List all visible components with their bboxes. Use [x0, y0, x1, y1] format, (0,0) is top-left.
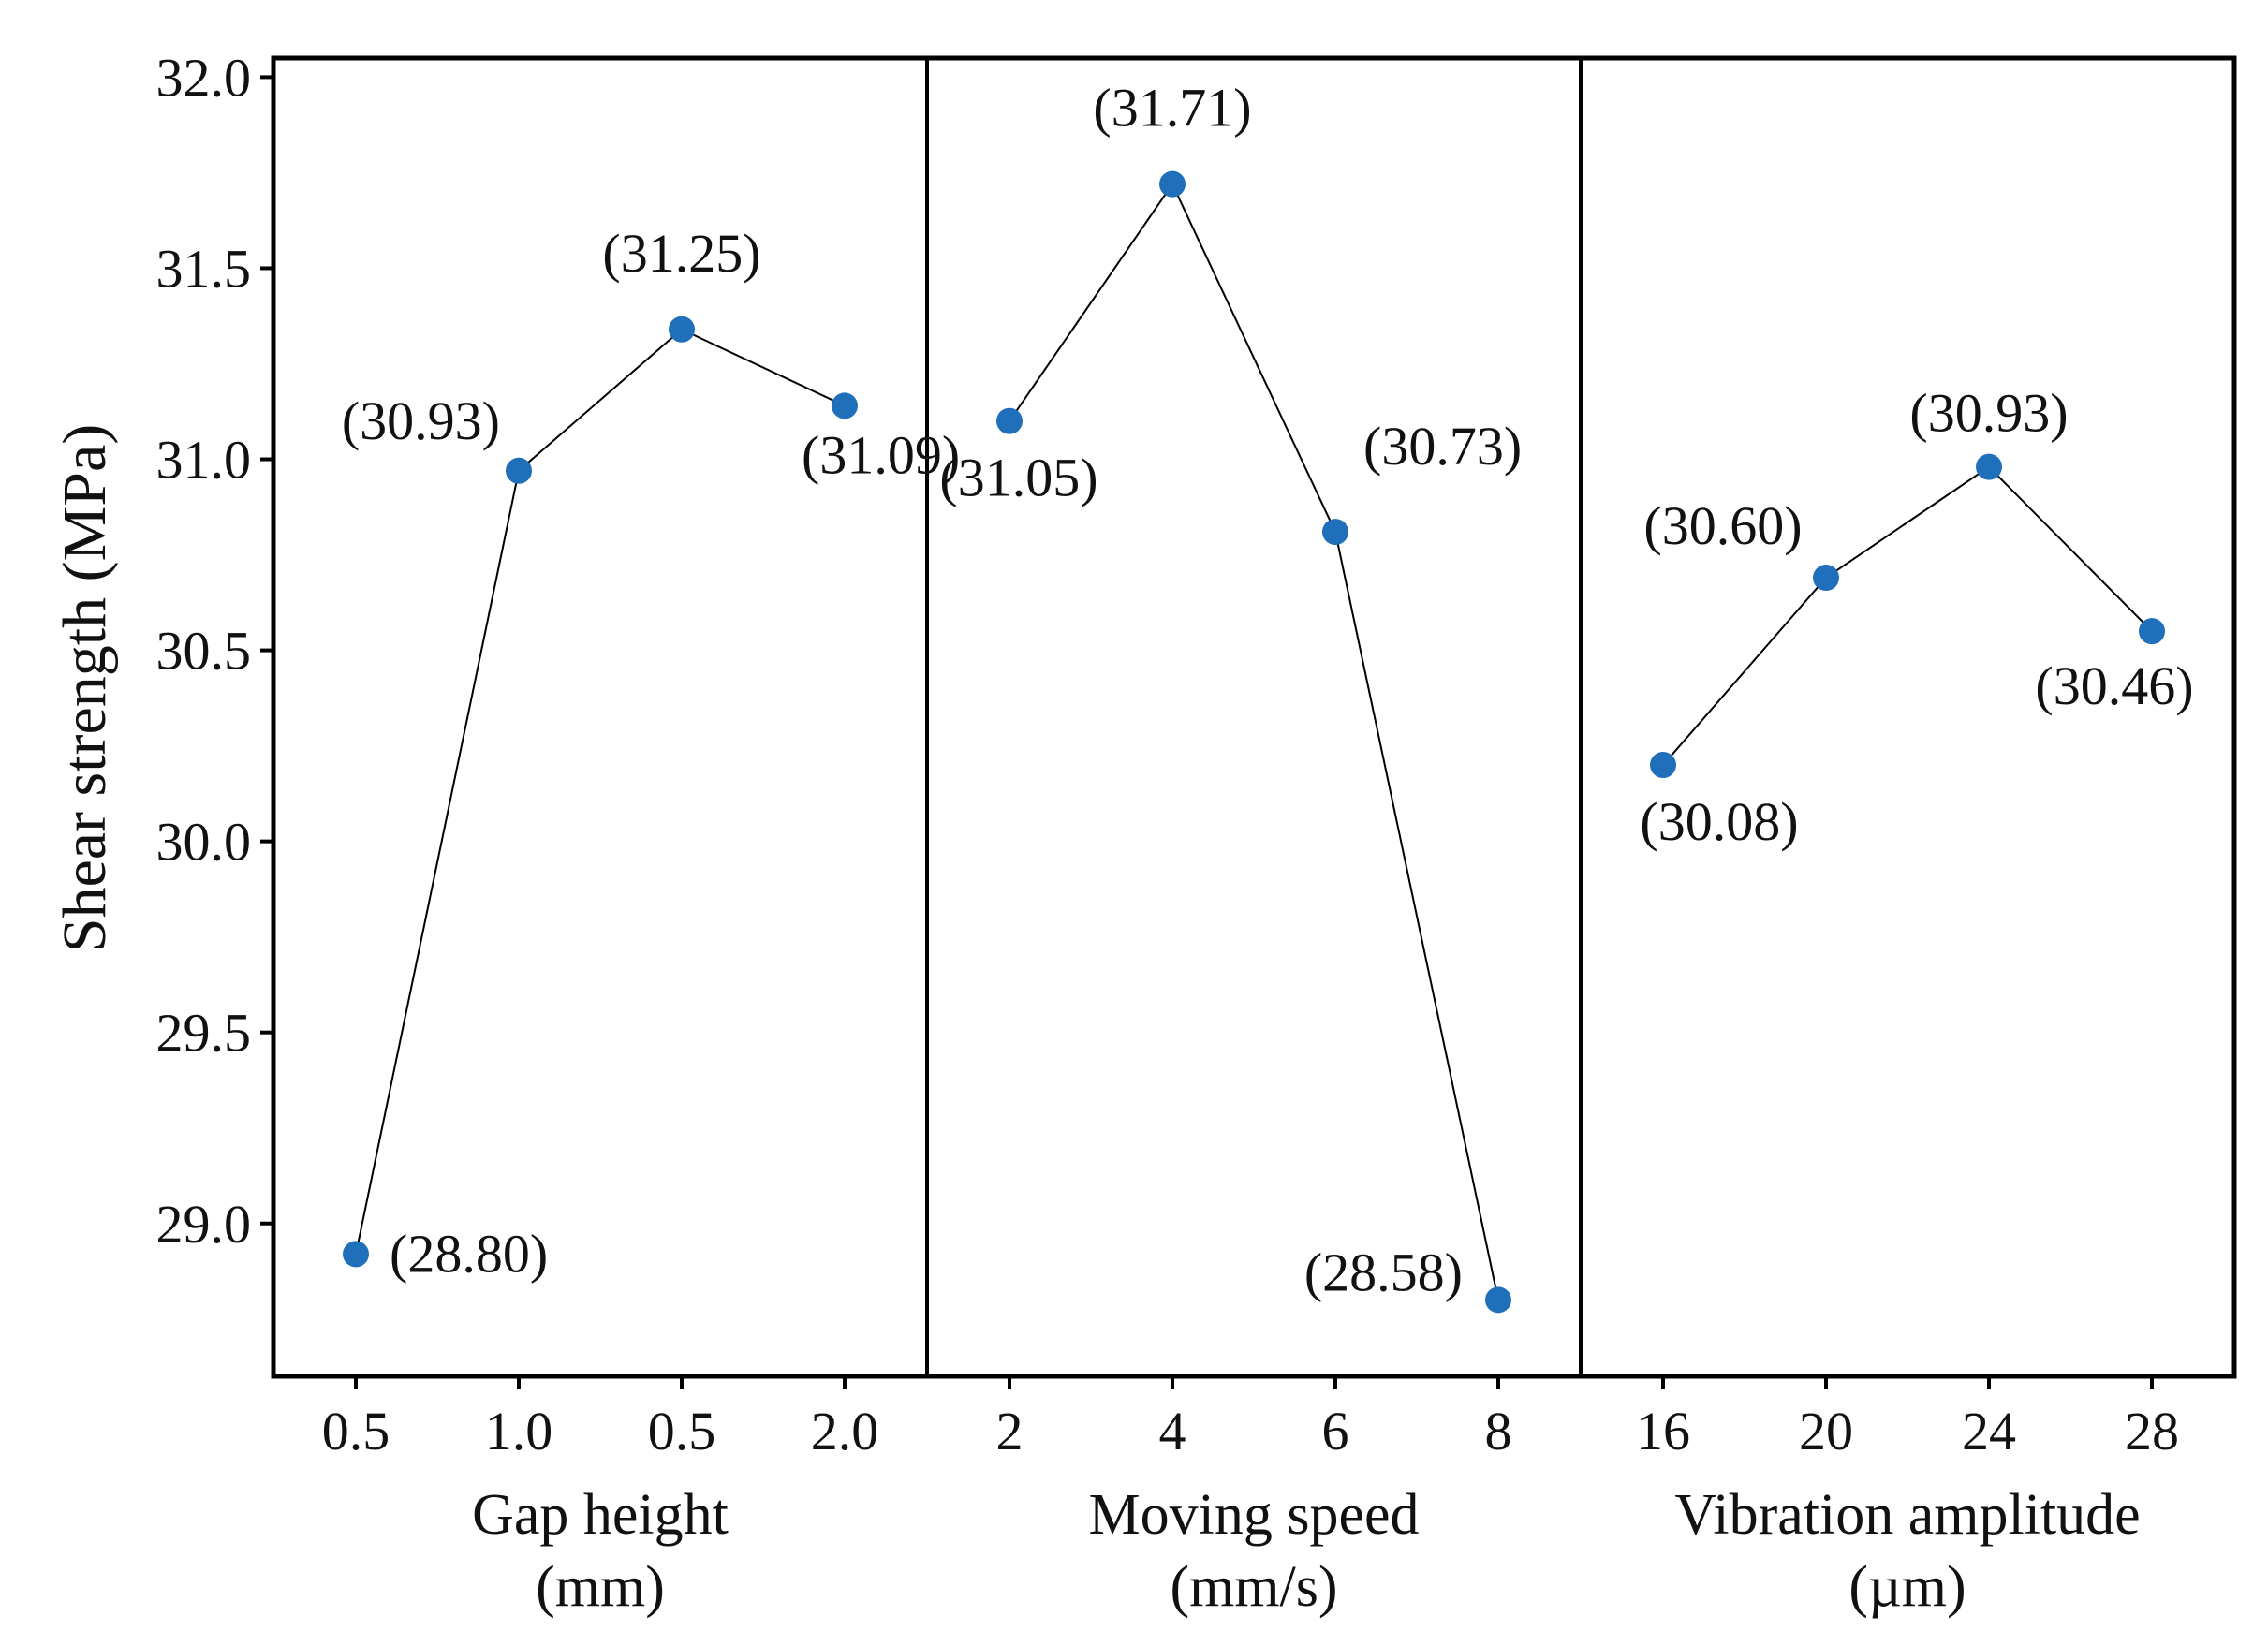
y-tick-label: 29.5	[156, 1003, 252, 1064]
x-tick-label: 0.5	[322, 1401, 390, 1462]
data-point	[343, 1241, 369, 1268]
series-line	[1662, 465, 2153, 766]
data-point	[2139, 618, 2165, 645]
data-point	[832, 392, 858, 419]
y-tick-label: 30.5	[156, 621, 252, 682]
data-point	[669, 316, 695, 343]
plot-border	[271, 55, 2237, 1379]
series-line	[1009, 182, 1499, 1300]
x-tick-label: 6	[1322, 1401, 1349, 1462]
y-tick-label: 30.0	[156, 812, 252, 873]
data-label: (30.46)	[2035, 655, 2193, 716]
data-point	[1976, 453, 2002, 480]
x-tick-label: 2	[996, 1401, 1024, 1462]
y-tick-label: 32.0	[156, 47, 252, 108]
x-axis-label: Gap height	[472, 1483, 729, 1547]
data-label: (30.08)	[1640, 791, 1798, 852]
y-axis: 29.0 29.5 30.0 30.5 31.0 31.5 32.0	[156, 47, 273, 1255]
x-tick-label: 20	[1799, 1401, 1853, 1462]
panel-2: 2 4 6 8 Moving speed (mm/s) (31.05) (31.71) (30.…	[939, 78, 1522, 1619]
data-point	[506, 457, 532, 484]
y-tick-label: 31.5	[156, 238, 252, 299]
x-tick-label: 1.0	[485, 1401, 553, 1462]
data-point	[1159, 170, 1186, 198]
panel-1: 0.5 1.0 0.5 2.0 Gap height (mm) (28.80) (30.93)…	[322, 223, 960, 1619]
data-label: (30.73)	[1363, 416, 1522, 477]
series-line	[355, 328, 846, 1255]
y-tick-label: 29.0	[156, 1194, 252, 1255]
y-tick-label: 31.0	[156, 430, 252, 491]
x-tick-label: 16	[1636, 1401, 1690, 1462]
x-axis-unit: (µm)	[1848, 1555, 1966, 1619]
data-point	[1650, 752, 1676, 779]
data-point	[1485, 1286, 1511, 1314]
x-tick-label: 2.0	[811, 1401, 879, 1462]
panels: 0.5 1.0 0.5 2.0 Gap height (mm) (28.80) (30.93)…	[322, 78, 2194, 1619]
x-tick-label: 8	[1485, 1401, 1512, 1462]
x-tick-label: 28	[2125, 1401, 2179, 1462]
x-axis-unit: (mm)	[536, 1555, 665, 1619]
y-axis-label: Shear strength (MPa)	[51, 424, 119, 953]
data-label: (30.93)	[1909, 383, 2068, 444]
data-label: (28.58)	[1304, 1242, 1463, 1302]
x-tick-label: 0.5	[648, 1401, 716, 1462]
x-tick-label: 24	[1962, 1401, 2016, 1462]
data-label: (31.05)	[939, 448, 1097, 508]
x-tick-label: 4	[1159, 1401, 1186, 1462]
data-label: (31.71)	[1093, 78, 1251, 139]
x-axis-label: Moving speed	[1088, 1483, 1419, 1547]
x-axis-label: Vibration amplitude	[1674, 1483, 2140, 1547]
plot-frame	[271, 55, 2237, 1379]
data-label: (31.25)	[602, 223, 760, 284]
panel-3: 16 20 24 28 Vibration amplitude (µm) (30.08) (3…	[1636, 383, 2194, 1619]
data-label: (30.60)	[1643, 495, 1802, 556]
data-point	[1322, 519, 1348, 546]
x-axis-unit: (mm/s)	[1170, 1555, 1337, 1619]
data-point	[996, 407, 1023, 434]
data-point	[1813, 565, 1839, 592]
data-label: (28.80)	[390, 1223, 548, 1284]
data-label: (31.09)	[802, 424, 960, 485]
data-label: (30.93)	[342, 390, 500, 451]
